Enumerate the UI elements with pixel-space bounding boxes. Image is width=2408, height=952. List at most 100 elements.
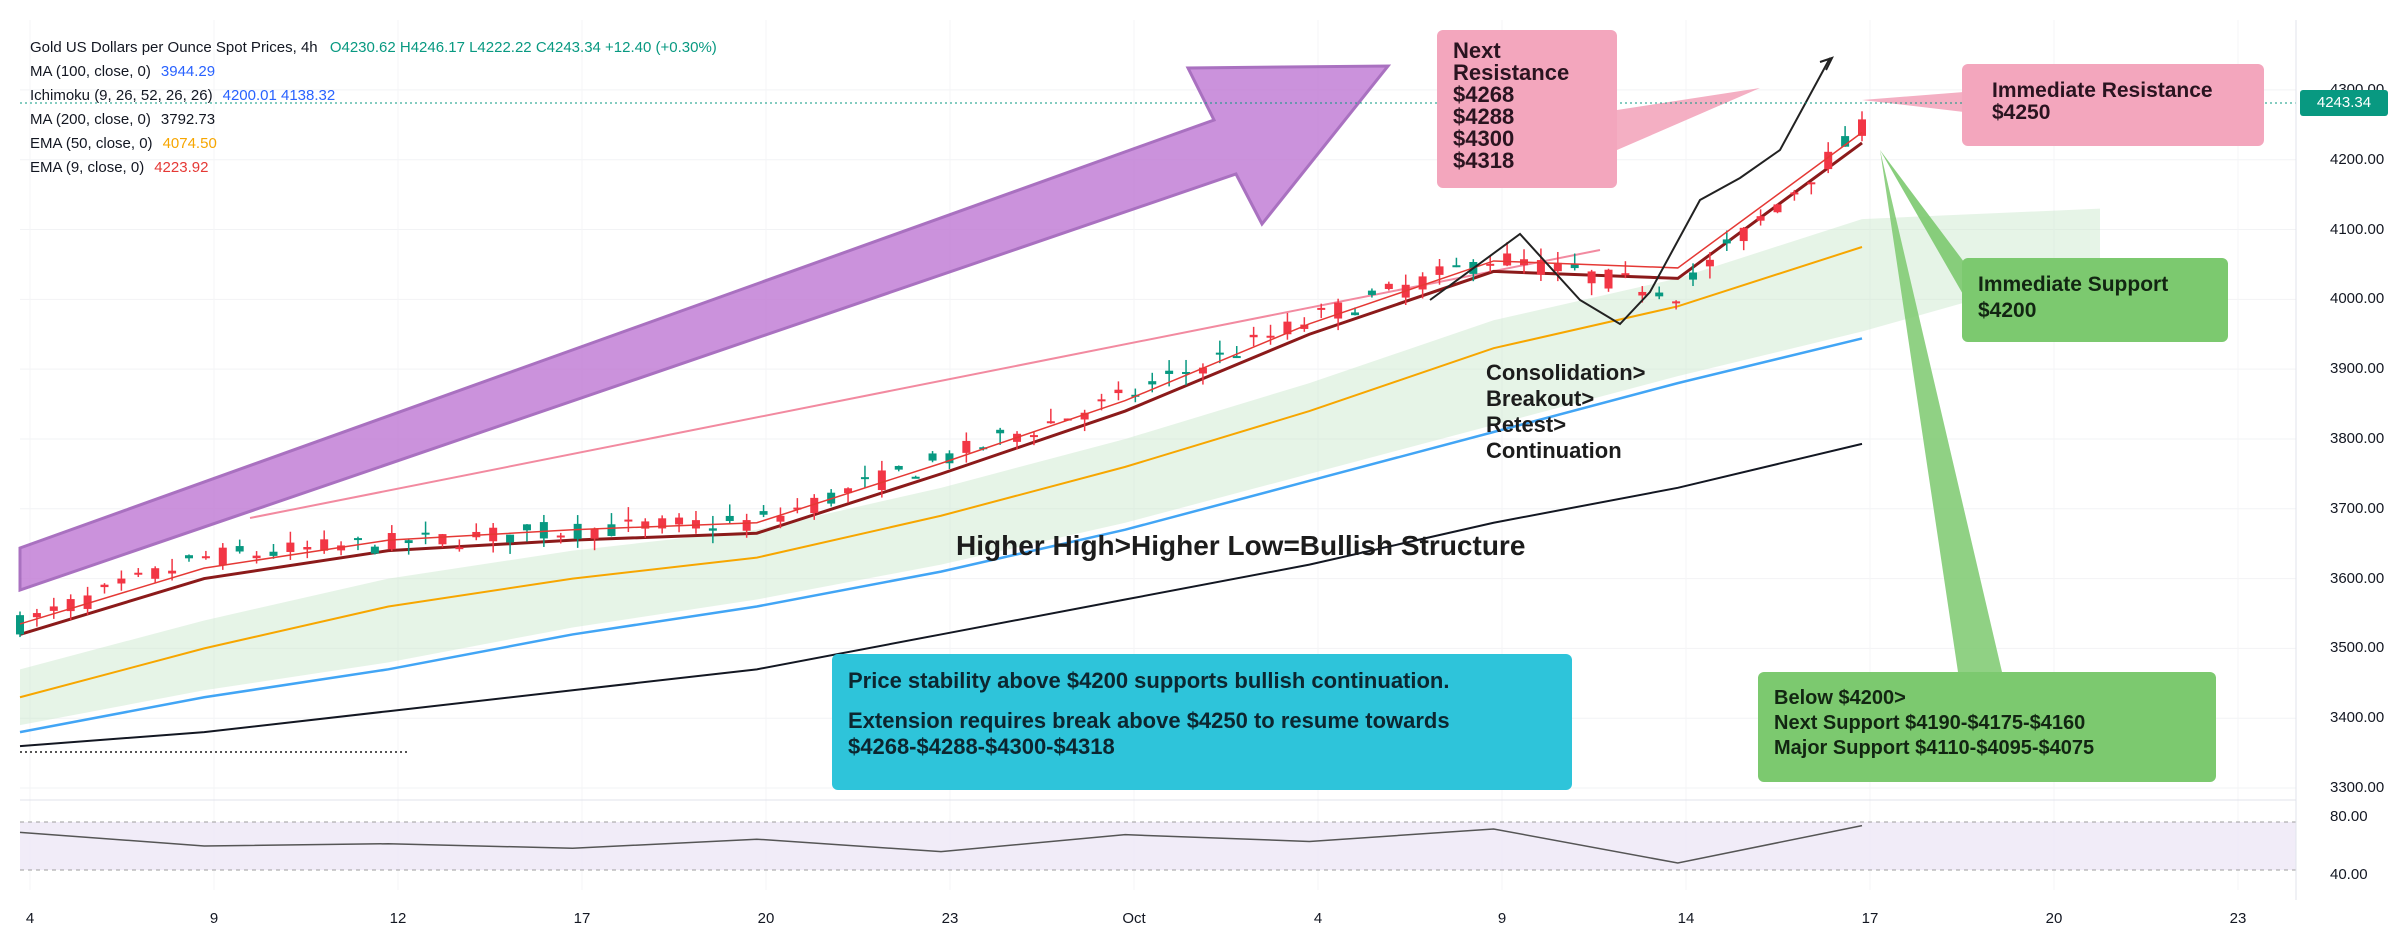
candle-body	[1097, 399, 1106, 402]
candle-body	[1672, 301, 1681, 304]
indicator-value: 4200.01 4138.32	[222, 87, 336, 104]
ma200-line	[19, 442, 1863, 748]
price-tick-label: 4200.00	[2330, 150, 2385, 168]
time-tick-label: 4	[25, 910, 35, 927]
next-resistance-level-2: $4288	[1453, 104, 1515, 129]
legend-indicators: MA (100, close, 0) 3944.29 Ichimoku (9, 26…	[30, 60, 717, 180]
rsi-tick-label: 80.00	[2330, 808, 2368, 825]
indicator-value: 4223.92	[154, 159, 209, 176]
candle-body	[286, 542, 295, 552]
candle-body	[1536, 260, 1545, 275]
legend-indicator-2: MA (200, close, 0) 3792.73	[30, 108, 717, 132]
candle-body	[675, 517, 684, 525]
candle-body	[1452, 265, 1461, 268]
candle-body	[1266, 335, 1275, 338]
candle-body	[522, 524, 531, 531]
candle-body	[1790, 192, 1799, 195]
candle-body	[1114, 389, 1123, 394]
candle-body	[877, 470, 886, 491]
price-tick-label: 4000.00	[2330, 290, 2385, 308]
indicator-value: 3792.73	[160, 111, 216, 128]
price-tick-label: 3400.00	[2330, 709, 2385, 727]
candle-body	[911, 476, 920, 479]
next-resistance-box: Next Resistance $4268 $4288 $4300 $4318	[1437, 30, 1617, 188]
candle-body	[201, 556, 210, 559]
candle-body	[624, 519, 633, 522]
immediate-resistance-level: $4250	[1992, 101, 2051, 124]
major-support-levels: Major Support $4110-$4095-$4075	[1774, 737, 2095, 759]
candle-body	[1553, 262, 1562, 272]
candle-body	[1435, 266, 1444, 275]
candle-body	[218, 547, 227, 566]
pattern-zigzag	[1429, 57, 1831, 326]
candle-body	[1503, 253, 1512, 266]
candle-body	[1046, 421, 1055, 424]
last-price-tag: 4243.34	[2300, 90, 2388, 116]
time-tick-label: 9	[209, 910, 219, 927]
candle-body	[1334, 302, 1343, 319]
legend-indicator-3: EMA (50, close, 0) 4074.50	[30, 132, 717, 156]
candle-body	[83, 595, 92, 609]
time-tick-label: 17	[573, 910, 591, 927]
rsi-tick-label: 40.00	[2330, 866, 2368, 883]
below-support-box: Below $4200> Next Support $4190-$4175-$4…	[1758, 672, 2216, 782]
candle-body	[894, 465, 903, 470]
immediate-resistance-pointer	[1862, 92, 1964, 112]
candle-body	[1418, 276, 1427, 290]
candle-body	[455, 547, 464, 550]
candle-body	[996, 429, 1005, 434]
indicator-label: MA (100, close, 0)	[30, 63, 151, 80]
candle-body	[1587, 271, 1596, 284]
candle-body	[49, 606, 58, 611]
candle-body	[1249, 334, 1258, 338]
candle-body	[320, 539, 329, 551]
time-tick-label: 20	[757, 910, 775, 927]
candle-body	[438, 534, 447, 545]
candle-body	[810, 497, 819, 514]
immediate-support-level: $4200	[1978, 299, 2037, 322]
candle-body	[252, 555, 261, 559]
candle-body	[370, 546, 379, 554]
rsi-band	[20, 822, 2296, 870]
ichimoku-cloud	[20, 208, 2100, 726]
time-tick-label: 9	[1497, 910, 1507, 927]
candle-body	[117, 578, 126, 584]
candle-body	[1570, 264, 1579, 269]
time-tick-label: 4	[1313, 910, 1323, 927]
candle-body	[1858, 119, 1866, 136]
next-resistance-pointer	[1617, 88, 1760, 150]
immediate-support-pointer	[1880, 150, 1964, 296]
immediate-resistance-box: Immediate Resistance $4250	[1962, 64, 2264, 146]
candle-body	[387, 533, 396, 550]
candle-body	[742, 520, 751, 531]
pattern-note: Consolidation> Breakout> Retest> Continu…	[1486, 360, 1646, 464]
legend-indicator-4: EMA (9, close, 0) 4223.92	[30, 156, 717, 180]
candle-body	[793, 507, 802, 510]
immediate-support-title: Immediate Support	[1978, 273, 2169, 296]
candle-body	[1384, 283, 1393, 290]
indicator-value: 3944.29	[160, 63, 216, 80]
next-support-levels: Next Support $4190-$4175-$4160	[1774, 712, 2086, 734]
indicator-value: 4074.50	[162, 135, 217, 152]
next-resistance-level-3: $4300	[1453, 126, 1515, 151]
candle-body	[1317, 307, 1326, 310]
trend-arrow	[18, 64, 1392, 593]
candle-body	[1080, 412, 1089, 420]
candle-body	[303, 547, 312, 550]
indicator-label: MA (200, close, 0)	[30, 111, 151, 128]
candle-body	[1655, 292, 1664, 297]
candle-body	[1807, 182, 1816, 185]
candle-body	[421, 532, 430, 535]
candle-body	[590, 528, 599, 539]
info-box: Price stability above $4200 supports bul…	[832, 654, 1572, 790]
indicator-label: Ichimoku (9, 26, 52, 26, 26)	[30, 87, 213, 104]
next-resistance-level-4: $4318	[1453, 148, 1515, 173]
pattern-step-3: Retest>	[1486, 412, 1567, 437]
indicator-label: EMA (9, close, 0)	[30, 159, 145, 176]
candle-body	[776, 515, 785, 522]
candle-body	[1824, 151, 1833, 170]
candle-body	[725, 515, 734, 521]
below-support-title: Below $4200>	[1774, 687, 1906, 709]
candle-body	[1300, 324, 1309, 329]
